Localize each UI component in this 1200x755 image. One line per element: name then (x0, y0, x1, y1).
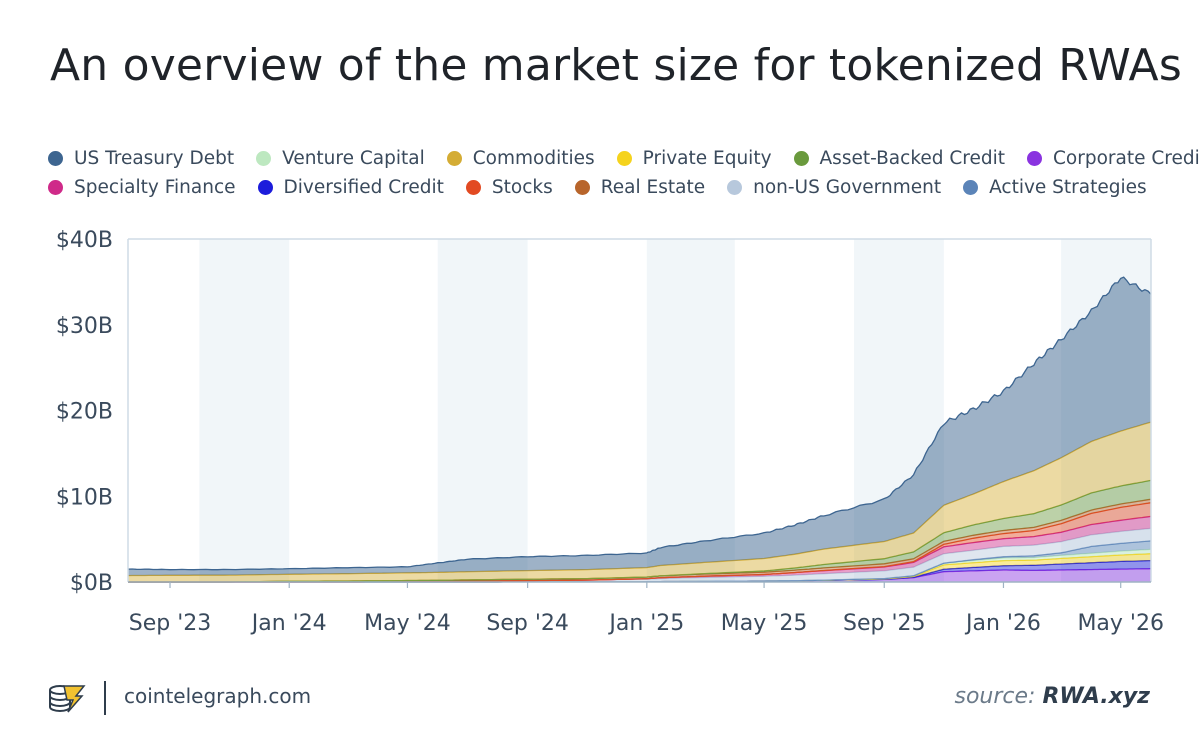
legend-swatch (616, 151, 632, 166)
series-area-non-us-government (128, 528, 1151, 582)
x-tick-label: May '25 (721, 611, 808, 636)
legend-swatch (446, 151, 462, 166)
legend-label: Diversified Credit (283, 177, 444, 198)
legend-item[interactable]: Private Equity (616, 148, 772, 169)
y-tick-label: $30B (56, 314, 113, 339)
legend-label: Specialty Finance (74, 177, 236, 198)
x-tick-label: Jan '26 (964, 611, 1041, 636)
shaded-band (199, 239, 290, 582)
legend-swatch (48, 180, 63, 195)
legend-label: non-US Government (753, 177, 942, 198)
series-area-us-treasury-debt (128, 277, 1151, 576)
shaded-band (437, 239, 528, 582)
legend-label: Corporate Credit (1053, 148, 1200, 169)
series-area-commodities (128, 422, 1151, 582)
y-tick-label: $10B (56, 485, 113, 510)
footer-divider (104, 681, 106, 715)
legend-swatch (465, 180, 481, 195)
legend-label: Asset-Backed Credit (819, 148, 1006, 169)
series-line-asset-backed-credit (128, 479, 1152, 583)
x-tick-label: Jan '24 (250, 611, 327, 636)
legend-row: Specialty Finance Diversified Credit Sto… (48, 173, 1158, 202)
legend-item[interactable]: Real Estate (574, 177, 706, 198)
legend: US Treasury Debt Venture Capital Commodi… (48, 144, 1200, 202)
legend-item[interactable]: Commodities (446, 148, 595, 169)
legend-label: US Treasury Debt (74, 148, 235, 169)
legend-swatch (727, 180, 743, 195)
legend-label: Venture Capital (282, 148, 425, 169)
series-area-corporate-credit (128, 568, 1151, 582)
source-name: RWA.xyz (1042, 684, 1150, 709)
y-tick-label: $40B (56, 228, 113, 253)
legend-swatch (256, 151, 272, 166)
legend-item[interactable]: Specialty Finance (48, 177, 236, 198)
legend-item[interactable]: Stocks (465, 177, 553, 198)
source-prefix: source: (954, 684, 1036, 709)
x-tick-label: Sep '24 (486, 611, 569, 636)
cointelegraph-logo-icon (49, 685, 86, 713)
legend-item[interactable]: non-US Government (727, 177, 941, 198)
shaded-band (646, 239, 735, 582)
legend-swatch (48, 151, 63, 166)
legend-swatch (963, 180, 979, 195)
x-tick-label: Sep '25 (843, 611, 926, 636)
footer-site-link[interactable]: cointelegraph.com (124, 684, 312, 708)
legend-label: Commodities (472, 148, 595, 169)
x-tick-label: Sep '23 (129, 611, 212, 636)
x-tick-label: May '24 (364, 611, 451, 636)
series-area-diversified-credit (128, 560, 1151, 582)
x-tick-label: Jan '25 (607, 611, 684, 636)
legend-item[interactable]: Active Strategies (963, 177, 1147, 198)
legend-item[interactable]: Asset-Backed Credit (793, 148, 1006, 169)
y-tick-label: $20B (56, 400, 113, 425)
series-area-private-equity (128, 553, 1151, 582)
legend-item[interactable]: Diversified Credit (257, 177, 444, 198)
legend-swatch (1027, 151, 1043, 166)
legend-label: Active Strategies (989, 177, 1147, 198)
legend-label: Private Equity (642, 148, 772, 169)
legend-swatch (257, 180, 273, 195)
legend-item[interactable]: Venture Capital (256, 148, 425, 169)
series-line-us-treasury-debt (127, 276, 1152, 571)
legend-swatch (793, 151, 809, 166)
y-tick-label: $0B (70, 571, 113, 596)
x-tick-label: May '26 (1077, 611, 1164, 636)
legend-swatch (574, 180, 590, 195)
stacked-area-chart: $0B $10B $20B $30B $40B Sep '23 Jan '24 May '24… (56, 228, 1164, 636)
footer-source: source: RWA.xyz (954, 684, 1150, 709)
chart-title: An overview of the market size for token… (50, 40, 1182, 91)
legend-item[interactable]: Corporate Credit (1027, 148, 1200, 169)
legend-item[interactable]: US Treasury Debt (48, 148, 234, 169)
legend-label: Real Estate (600, 177, 706, 198)
legend-label: Stocks (491, 177, 553, 198)
legend-row: US Treasury Debt Venture Capital Commodi… (48, 144, 1200, 173)
